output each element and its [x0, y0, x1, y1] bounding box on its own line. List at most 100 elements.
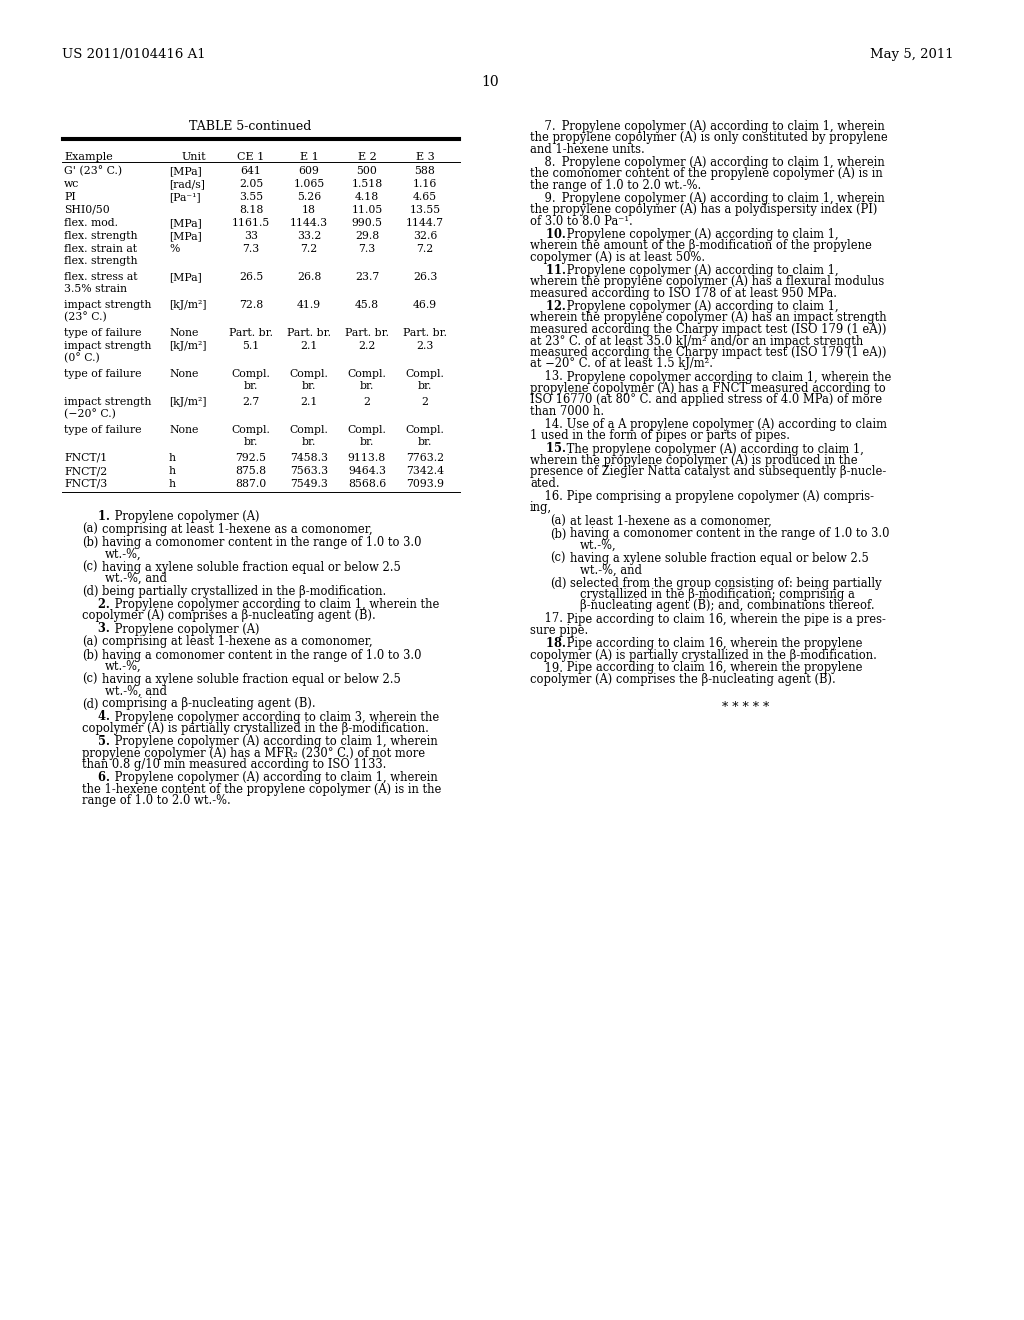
Text: 641: 641 [241, 166, 261, 176]
Text: (b): (b) [550, 528, 566, 540]
Text: the propylene copolymer (A) has a polydispersity index (PI): the propylene copolymer (A) has a polydi… [530, 203, 878, 216]
Text: Propylene copolymer according to claim 1, wherein the: Propylene copolymer according to claim 1… [563, 371, 891, 384]
Text: (d): (d) [550, 577, 566, 590]
Text: 1.: 1. [82, 510, 110, 523]
Text: Propylene copolymer (A) according to claim 1,: Propylene copolymer (A) according to cla… [563, 300, 839, 313]
Text: [rad/s]: [rad/s] [169, 180, 205, 189]
Text: impact strength
(23° C.): impact strength (23° C.) [63, 300, 152, 322]
Text: Example: Example [63, 152, 113, 162]
Text: [kJ/m²]: [kJ/m²] [169, 341, 207, 351]
Text: the range of 1.0 to 2.0 wt.-%.: the range of 1.0 to 2.0 wt.-%. [530, 180, 701, 191]
Text: wc: wc [63, 180, 79, 189]
Text: [MPa]: [MPa] [169, 166, 202, 176]
Text: Pipe according to claim 16, wherein the propylene: Pipe according to claim 16, wherein the … [563, 638, 862, 649]
Text: Compl.
br.: Compl. br. [290, 425, 329, 446]
Text: 45.8: 45.8 [355, 300, 379, 310]
Text: 33.2: 33.2 [297, 231, 322, 242]
Text: wherein the propylene copolymer (A) has an impact strength: wherein the propylene copolymer (A) has … [530, 312, 887, 325]
Text: the comonomer content of the propylene copolymer (A) is in: the comonomer content of the propylene c… [530, 168, 883, 181]
Text: 11.05: 11.05 [351, 205, 383, 215]
Text: Pipe comprising a propylene copolymer (A) compris-: Pipe comprising a propylene copolymer (A… [563, 490, 873, 503]
Text: wherein the amount of the β-modification of the propylene: wherein the amount of the β-modification… [530, 239, 871, 252]
Text: sure pipe.: sure pipe. [530, 624, 588, 638]
Text: wt.-%, and: wt.-%, and [105, 572, 167, 585]
Text: 3.55: 3.55 [239, 191, 263, 202]
Text: comprising a β-nucleating agent (B).: comprising a β-nucleating agent (B). [102, 697, 315, 710]
Text: 26.3: 26.3 [413, 272, 437, 282]
Text: [MPa]: [MPa] [169, 231, 202, 242]
Text: E 1: E 1 [300, 152, 318, 162]
Text: 7458.3: 7458.3 [290, 453, 328, 463]
Text: propylene copolymer (A) has a MFR₂ (230° C.) of not more: propylene copolymer (A) has a MFR₂ (230°… [82, 747, 425, 759]
Text: (c): (c) [550, 552, 565, 565]
Text: 9.: 9. [530, 191, 556, 205]
Text: [MPa]: [MPa] [169, 218, 202, 228]
Text: CE 1: CE 1 [238, 152, 264, 162]
Text: Compl.
br.: Compl. br. [231, 425, 270, 446]
Text: wherein the propylene copolymer (A) is produced in the: wherein the propylene copolymer (A) is p… [530, 454, 858, 467]
Text: [Pa⁻¹]: [Pa⁻¹] [169, 191, 201, 202]
Text: type of failure: type of failure [63, 425, 141, 436]
Text: 7.3: 7.3 [358, 244, 376, 253]
Text: 2.7: 2.7 [243, 397, 260, 407]
Text: 1.065: 1.065 [293, 180, 325, 189]
Text: FNCT/2: FNCT/2 [63, 466, 108, 477]
Text: impact strength
(0° C.): impact strength (0° C.) [63, 341, 152, 363]
Text: presence of Ziegler Natta catalyst and subsequently β-nucle-: presence of Ziegler Natta catalyst and s… [530, 466, 886, 479]
Text: β-nucleating agent (B); and, combinations thereof.: β-nucleating agent (B); and, combination… [580, 599, 874, 612]
Text: 875.8: 875.8 [236, 466, 266, 477]
Text: Use of a A propylene copolymer (A) according to claim: Use of a A propylene copolymer (A) accor… [563, 418, 887, 432]
Text: 7.3: 7.3 [243, 244, 260, 253]
Text: h: h [169, 466, 176, 477]
Text: (d): (d) [82, 697, 98, 710]
Text: 500: 500 [356, 166, 378, 176]
Text: [MPa]: [MPa] [169, 272, 202, 282]
Text: 15.: 15. [530, 442, 566, 455]
Text: Propylene copolymer according to claim 1, wherein the: Propylene copolymer according to claim 1… [111, 598, 439, 611]
Text: Propylene copolymer (A) according to claim 1, wherein: Propylene copolymer (A) according to cla… [558, 120, 885, 133]
Text: Propylene copolymer (A) according to claim 1, wherein: Propylene copolymer (A) according to cla… [558, 191, 885, 205]
Text: 14.: 14. [530, 418, 563, 432]
Text: 7093.9: 7093.9 [406, 479, 444, 488]
Text: measured according the Charpy impact test (ISO 179 (1 eA)): measured according the Charpy impact tes… [530, 346, 887, 359]
Text: Compl.
br.: Compl. br. [406, 425, 444, 446]
Text: 7.2: 7.2 [300, 244, 317, 253]
Text: The propylene copolymer (A) according to claim 1,: The propylene copolymer (A) according to… [563, 442, 864, 455]
Text: copolymer (A) comprises a β-nucleating agent (B).: copolymer (A) comprises a β-nucleating a… [82, 610, 376, 623]
Text: 990.5: 990.5 [351, 218, 383, 228]
Text: 792.5: 792.5 [236, 453, 266, 463]
Text: 46.9: 46.9 [413, 300, 437, 310]
Text: 5.: 5. [82, 735, 110, 748]
Text: 2.05: 2.05 [239, 180, 263, 189]
Text: at −20° C. of at least 1.5 kJ/m².: at −20° C. of at least 1.5 kJ/m². [530, 358, 713, 371]
Text: type of failure: type of failure [63, 370, 141, 379]
Text: US 2011/0104416 A1: US 2011/0104416 A1 [62, 48, 206, 61]
Text: [kJ/m²]: [kJ/m²] [169, 397, 207, 407]
Text: Propylene copolymer (A) according to claim 1, wherein: Propylene copolymer (A) according to cla… [558, 156, 885, 169]
Text: 1161.5: 1161.5 [231, 218, 270, 228]
Text: 9113.8: 9113.8 [348, 453, 386, 463]
Text: Part. br.: Part. br. [403, 327, 447, 338]
Text: and 1-hexene units.: and 1-hexene units. [530, 143, 645, 156]
Text: having a xylene soluble fraction equal or below 2.5: having a xylene soluble fraction equal o… [102, 561, 400, 573]
Text: (b): (b) [82, 536, 98, 549]
Text: wt.-%,: wt.-%, [580, 539, 616, 552]
Text: 18: 18 [302, 205, 316, 215]
Text: being partially crystallized in the β-modification.: being partially crystallized in the β-mo… [102, 585, 386, 598]
Text: 12.: 12. [530, 300, 565, 313]
Text: 9464.3: 9464.3 [348, 466, 386, 477]
Text: Part. br.: Part. br. [287, 327, 331, 338]
Text: 2.3: 2.3 [417, 341, 434, 351]
Text: propylene copolymer (A) has a FNCT measured according to: propylene copolymer (A) has a FNCT measu… [530, 381, 886, 395]
Text: 5.1: 5.1 [243, 341, 260, 351]
Text: 2.1: 2.1 [300, 397, 317, 407]
Text: Unit: Unit [181, 152, 206, 162]
Text: Part. br.: Part. br. [345, 327, 389, 338]
Text: SHI0/50: SHI0/50 [63, 205, 110, 215]
Text: having a xylene soluble fraction equal or below 2.5: having a xylene soluble fraction equal o… [102, 673, 400, 686]
Text: 1144.7: 1144.7 [406, 218, 444, 228]
Text: h: h [169, 479, 176, 488]
Text: 1 used in the form of pipes or parts of pipes.: 1 used in the form of pipes or parts of … [530, 429, 790, 442]
Text: Propylene copolymer (A) according to claim 1, wherein: Propylene copolymer (A) according to cla… [111, 735, 437, 748]
Text: 26.8: 26.8 [297, 272, 322, 282]
